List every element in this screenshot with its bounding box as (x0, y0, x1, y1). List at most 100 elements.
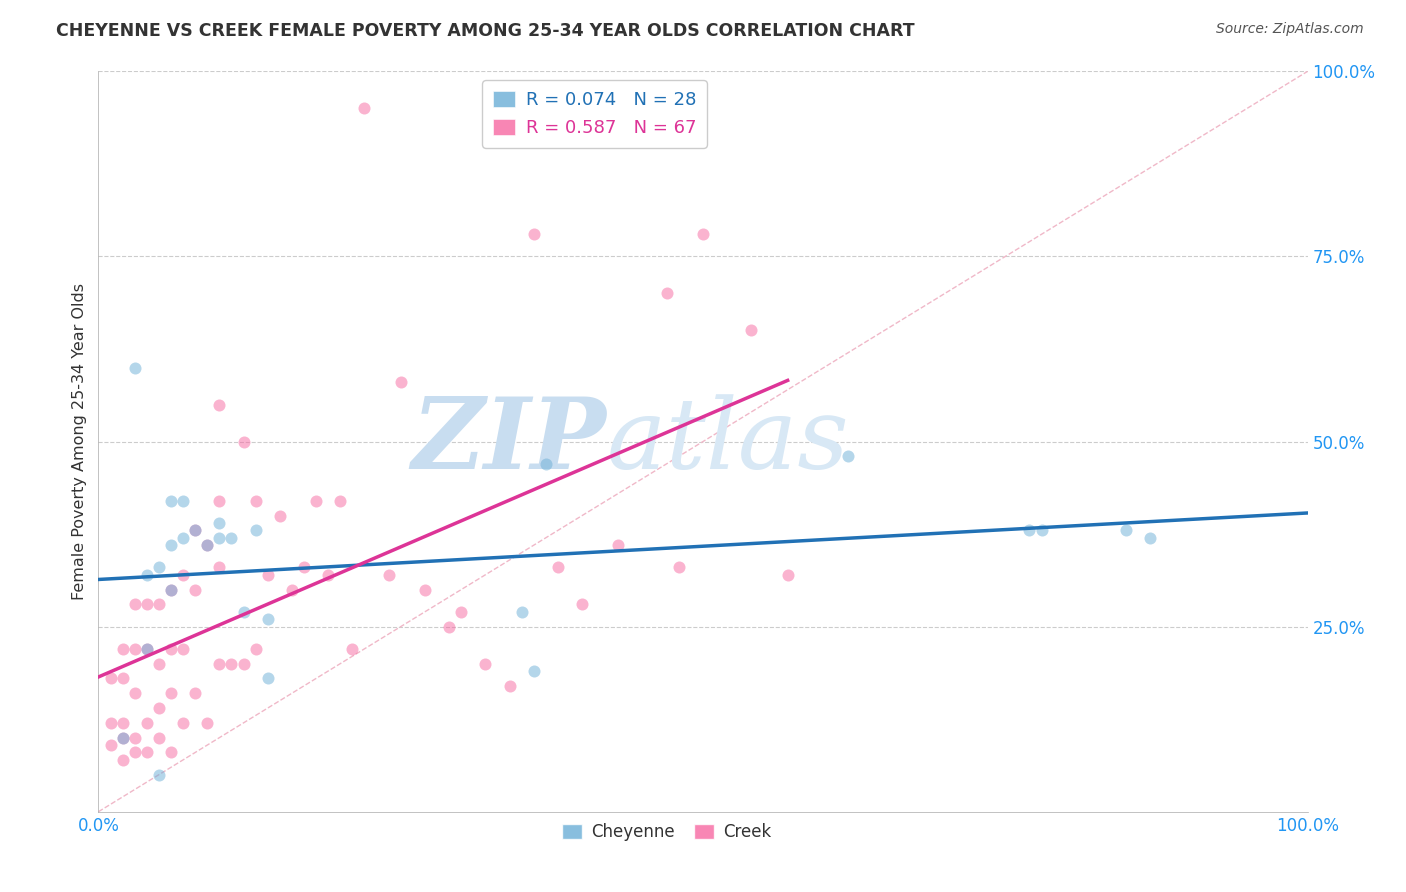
Point (208, 560, 231, 574)
Point (172, 493, 194, 508)
Point (256, 612, 278, 626)
Point (172, 641, 194, 656)
Point (208, 657, 231, 671)
Point (389, 376, 412, 390)
Y-axis label: Female Poverty Among 25-34 Year Olds: Female Poverty Among 25-34 Year Olds (72, 283, 87, 600)
Point (184, 524, 207, 538)
Point (474, 657, 496, 671)
Point (100, 738, 122, 752)
Point (100, 715, 122, 730)
Point (208, 516, 231, 530)
Point (413, 582, 436, 597)
Point (135, 641, 157, 656)
Point (148, 598, 170, 612)
Point (124, 746, 146, 760)
Point (377, 567, 399, 582)
Point (124, 360, 146, 375)
Point (100, 672, 122, 686)
Point (148, 657, 170, 671)
Point (1031, 524, 1053, 538)
Point (353, 102, 375, 116)
Point (135, 598, 157, 612)
Point (740, 324, 762, 338)
Point (135, 567, 157, 582)
Point (111, 715, 134, 730)
Point (160, 686, 183, 700)
Text: Source: ZipAtlas.com: Source: ZipAtlas.com (1216, 22, 1364, 37)
Point (776, 567, 799, 582)
Point (1139, 531, 1161, 545)
Point (111, 672, 134, 686)
Point (184, 686, 207, 700)
Text: atlas: atlas (606, 394, 849, 489)
Point (195, 715, 218, 730)
Point (124, 731, 146, 745)
Text: CHEYENNE VS CREEK FEMALE POVERTY AMONG 25-34 YEAR OLDS CORRELATION CHART: CHEYENNE VS CREEK FEMALE POVERTY AMONG 2… (56, 22, 915, 40)
Point (292, 560, 315, 574)
Point (607, 538, 630, 552)
Point (342, 641, 364, 656)
Point (111, 731, 134, 745)
Point (245, 641, 267, 656)
Text: ZIP: ZIP (412, 393, 606, 490)
Point (148, 767, 170, 781)
Point (281, 582, 304, 597)
Point (160, 582, 183, 597)
Point (450, 605, 472, 619)
Point (160, 493, 183, 508)
Point (316, 567, 339, 582)
Point (195, 538, 218, 552)
Point (232, 657, 254, 671)
Point (245, 524, 267, 538)
Point (160, 746, 183, 760)
Point (437, 619, 460, 633)
Point (172, 531, 194, 545)
Point (256, 672, 278, 686)
Point (148, 560, 170, 574)
Point (498, 679, 520, 693)
Point (837, 450, 859, 464)
Point (124, 641, 146, 656)
Point (1115, 524, 1137, 538)
Point (172, 715, 194, 730)
Point (221, 531, 243, 545)
Point (208, 398, 231, 412)
Point (547, 560, 569, 574)
Point (668, 560, 690, 574)
Point (148, 701, 170, 715)
Point (208, 531, 231, 545)
Point (221, 657, 243, 671)
Point (655, 286, 678, 301)
Point (269, 508, 291, 523)
Point (124, 598, 146, 612)
Point (111, 641, 134, 656)
Point (523, 227, 546, 242)
Point (256, 567, 278, 582)
Point (111, 753, 134, 767)
Point (135, 641, 157, 656)
Legend: Cheyenne, Creek: Cheyenne, Creek (555, 816, 778, 847)
Point (692, 227, 714, 242)
Point (124, 686, 146, 700)
Point (329, 493, 352, 508)
Point (195, 538, 218, 552)
Point (172, 567, 194, 582)
Point (160, 641, 183, 656)
Point (135, 746, 157, 760)
Point (1018, 524, 1040, 538)
Point (510, 605, 533, 619)
Point (160, 538, 183, 552)
Point (135, 715, 157, 730)
Point (160, 582, 183, 597)
Point (184, 582, 207, 597)
Point (305, 493, 328, 508)
Point (571, 598, 593, 612)
Point (523, 664, 546, 678)
Point (232, 434, 254, 449)
Point (245, 493, 267, 508)
Point (148, 731, 170, 745)
Point (184, 524, 207, 538)
Point (232, 605, 254, 619)
Point (111, 731, 134, 745)
Point (208, 493, 231, 508)
